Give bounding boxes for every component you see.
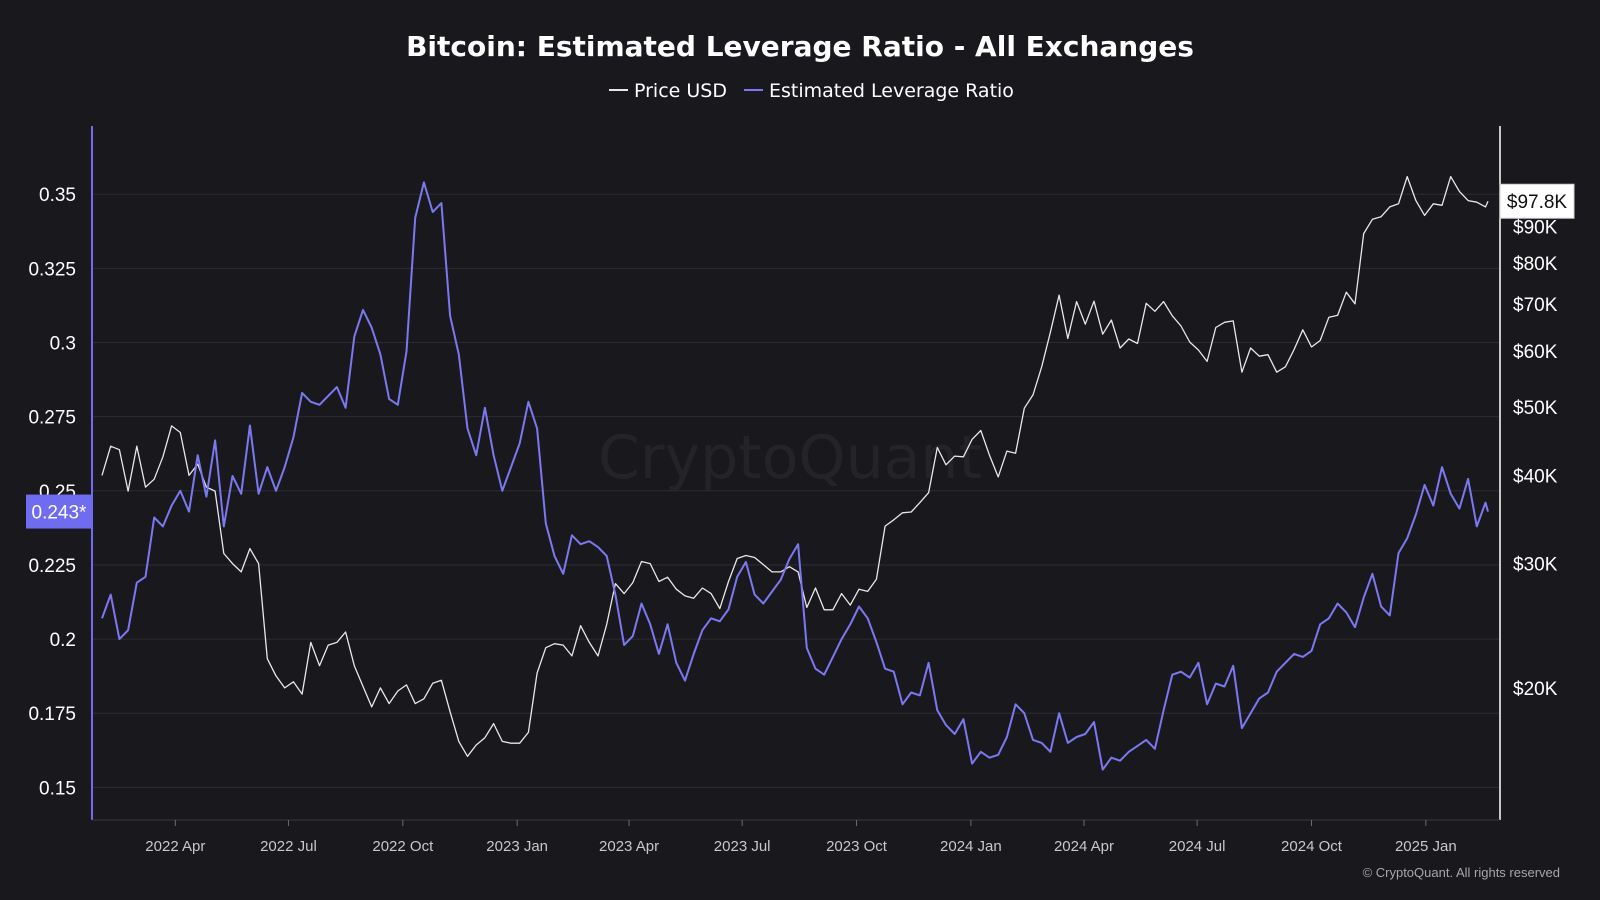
left-tick-label-0-225: 0.225 xyxy=(28,556,76,577)
left-tick-label-0-2: 0.2 xyxy=(50,630,76,651)
left-tick-label-0-15: 0.15 xyxy=(39,778,76,799)
right-tick-label-20k: $20K xyxy=(1513,679,1558,700)
right-tick-label-70k: $70K xyxy=(1513,295,1558,316)
copyright-notice: © CryptoQuant. All rights reserved xyxy=(1363,865,1560,880)
x-tick-label-2024-jul: 2024 Jul xyxy=(1169,838,1226,855)
right-tick-label-40k: $40K xyxy=(1513,466,1558,487)
grid-lines xyxy=(92,193,1500,788)
x-tick-label-2023-jul: 2023 Jul xyxy=(714,838,771,855)
x-tick-label-2023-apr: 2023 Apr xyxy=(599,838,659,855)
x-tick-label-2024-jan: 2024 Jan xyxy=(940,838,1002,855)
legend-label-price: Price USD xyxy=(634,80,727,102)
series-line-estimated-leverage-ratio xyxy=(101,181,1489,771)
legend-item-leverage[interactable]: Estimated Leverage Ratio xyxy=(744,80,1014,102)
left-tick-label-0-325: 0.325 xyxy=(28,259,76,280)
legend-item-price[interactable]: Price USD xyxy=(609,80,727,102)
right-current-box xyxy=(1499,183,1575,219)
x-tick-label-2022-jul: 2022 Jul xyxy=(260,838,317,855)
x-tick-label-2025-jan: 2025 Jan xyxy=(1395,838,1457,855)
right-current-label: $97.8K xyxy=(1507,192,1568,213)
right-tick-label-90k: $90K xyxy=(1513,218,1558,239)
right-tick-label-80k: $80K xyxy=(1513,254,1558,275)
left-current-marker: 0.243* xyxy=(26,494,92,529)
left-tick-label-0-175: 0.175 xyxy=(28,704,76,725)
right-tick-label-30k: $30K xyxy=(1513,555,1558,576)
x-tick-label-2023-jan: 2023 Jan xyxy=(486,838,548,855)
right-tick-label-60k: $60K xyxy=(1513,342,1558,363)
x-tick-label-2022-oct: 2022 Oct xyxy=(372,838,434,855)
series-layer xyxy=(101,175,1489,771)
left-current-label: 0.243* xyxy=(32,503,88,524)
left-tick-label-0-3: 0.3 xyxy=(50,334,76,355)
x-tick-label-2023-oct: 2023 Oct xyxy=(826,838,888,855)
left-current-box xyxy=(26,494,92,529)
right-tick-label-50k: $50K xyxy=(1513,398,1558,419)
watermark: CryptoQuant xyxy=(598,423,982,493)
legend-label-leverage: Estimated Leverage Ratio xyxy=(769,80,1014,102)
chart-title: Bitcoin: Estimated Leverage Ratio - All … xyxy=(406,30,1194,63)
x-tick-label-2024-apr: 2024 Apr xyxy=(1054,838,1114,855)
legend: Price USD Estimated Leverage Ratio xyxy=(609,80,1014,102)
left-tick-label-0-35: 0.35 xyxy=(39,185,76,206)
x-axis-ticks: 2022 Apr 2022 Jul 2022 Oct 2023 Jan 2023 Apr… xyxy=(145,820,1457,855)
x-tick-label-2024-oct: 2024 Oct xyxy=(1281,838,1343,855)
right-current-marker: $97.8K xyxy=(1499,183,1575,219)
x-tick-label-2022-apr: 2022 Apr xyxy=(145,838,205,855)
series-line-price-usd xyxy=(101,175,1489,757)
right-axis-ticks: $20K $30K $40K $50K $60K $70K $80K $90K xyxy=(1513,218,1558,700)
left-tick-label-0-275: 0.275 xyxy=(28,408,76,429)
